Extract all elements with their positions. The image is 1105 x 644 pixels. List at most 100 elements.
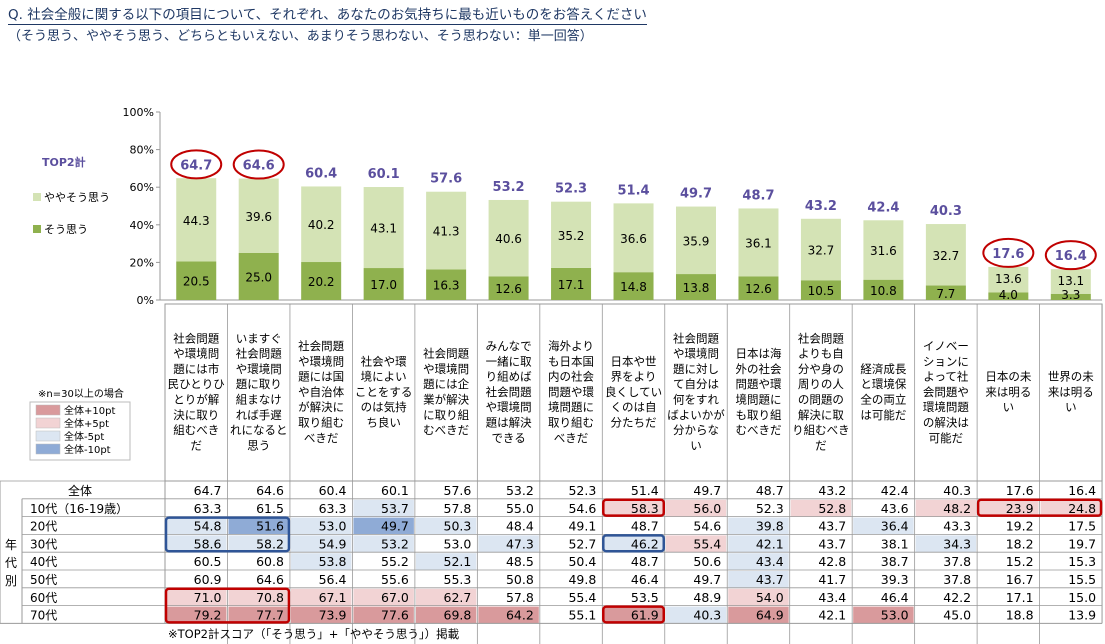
question-title: Q. 社会全般に関する以下の項目について、それぞれ、あなたのお気持ちに最も近いも… xyxy=(8,3,647,25)
category-label-line: 取り組む xyxy=(298,415,344,429)
category-label-line: 良くしてい xyxy=(605,385,662,399)
category-label-line: 周りの人 xyxy=(798,377,844,391)
cell-shade xyxy=(603,499,664,517)
y-tick-label: 60% xyxy=(130,181,154,194)
top2-label: 48.7 xyxy=(742,188,774,203)
category-label-line: や環境問 xyxy=(173,347,219,361)
table-cell: 71.0 xyxy=(194,590,222,605)
category-label-line: 日本は海 xyxy=(735,347,781,361)
cell-shade xyxy=(728,553,789,570)
data-label-agree: 17.0 xyxy=(370,278,397,292)
category-label-line: れば手遅 xyxy=(236,408,282,422)
cell-shade xyxy=(290,553,352,570)
cell-shade xyxy=(978,499,1039,517)
table-cell: 15.5 xyxy=(1068,572,1096,587)
top2-label: 51.4 xyxy=(617,183,649,198)
data-label-somewhat: 40.2 xyxy=(308,218,335,232)
category-label-line: 来は明る xyxy=(985,385,1031,399)
row-label: 40代 xyxy=(30,555,57,569)
top2-label: 53.2 xyxy=(493,180,525,195)
table-cell: 42.2 xyxy=(943,590,971,605)
bar-somewhat xyxy=(238,178,279,253)
table-cell: 64.6 xyxy=(256,483,284,498)
table-cell: 15.0 xyxy=(1068,590,1096,605)
table-cell: 53.7 xyxy=(381,501,409,516)
data-label-somewhat: 35.2 xyxy=(558,229,585,243)
category-label-line: 題には国 xyxy=(298,370,344,384)
highlight-box-red xyxy=(164,587,291,624)
category-label-line: 全の両立 xyxy=(860,393,906,407)
cell-shade xyxy=(853,517,914,535)
table-cell: 43.6 xyxy=(881,501,909,516)
category-label-line: イノベー xyxy=(923,339,969,353)
table-cell: 52.3 xyxy=(568,483,596,498)
category-label-line: 民ひとりひ xyxy=(168,377,225,391)
table-cell: 19.2 xyxy=(1006,519,1034,534)
category-label-line: 解決に取 xyxy=(798,408,844,422)
cell-shade xyxy=(915,499,977,517)
data-label-agree: 10.5 xyxy=(808,284,835,298)
score-table: 全体 64.7 64.6 60.4 60.1 57.6 53.2 52.3 51.4 49.7 48… xyxy=(0,304,1103,624)
category-label-line: 経済成長 xyxy=(860,362,906,376)
bar-somewhat xyxy=(925,224,966,286)
table-cell: 63.3 xyxy=(194,501,222,516)
category-label-line: 分たちだ xyxy=(611,415,657,429)
table-cell: 48.2 xyxy=(943,501,971,516)
bar-somewhat xyxy=(738,208,779,277)
table-cell: 48.4 xyxy=(506,519,534,534)
table-cell: 56.4 xyxy=(319,572,347,587)
cell-shade xyxy=(415,553,477,570)
table-cell: 39.3 xyxy=(881,572,909,587)
category-label-line: 来は明る xyxy=(1048,385,1094,399)
data-label-agree: 12.6 xyxy=(495,282,522,296)
bar-somewhat xyxy=(863,220,904,280)
question-subtitle: （そう思う、ややそう思う、どちらともいえない、あまりそう思わない、そう思わない：… xyxy=(8,29,593,44)
data-label-somewhat: 31.6 xyxy=(870,244,897,258)
cell-shade xyxy=(728,606,789,624)
category-label-line: が解決に xyxy=(298,400,344,414)
table-cell: 18.2 xyxy=(1006,536,1034,551)
table-cell: 52.8 xyxy=(818,501,846,516)
data-label-agree: 20.2 xyxy=(308,275,335,289)
legend-somewhat-label: ややそう思う xyxy=(44,191,110,204)
shade-swatch-p10 xyxy=(35,404,61,416)
top2-label: 60.1 xyxy=(368,167,400,182)
table-cell: 41.7 xyxy=(818,572,846,587)
cell-shade xyxy=(228,606,289,624)
table-cell: 56.0 xyxy=(693,501,721,516)
table-cell: 48.7 xyxy=(631,519,659,534)
table-cell: 17.5 xyxy=(1068,519,1096,534)
category-label-line: い xyxy=(1065,400,1077,414)
table-cell: 46.4 xyxy=(631,572,659,587)
y-tick-label: 0% xyxy=(137,294,154,307)
data-label-somewhat: 36.6 xyxy=(620,232,647,246)
category-label-line: 組むべき xyxy=(173,423,219,437)
table-cell: 60.8 xyxy=(256,554,284,569)
category-label-line: 日本の未 xyxy=(985,370,1031,384)
table-cell: 53.0 xyxy=(881,608,909,623)
table-cell: 55.4 xyxy=(568,590,596,605)
table-cell: 15.2 xyxy=(1006,554,1034,569)
table-cell: 46.2 xyxy=(631,536,659,551)
category-label-line: や環境問 xyxy=(673,347,719,361)
category-label-line: 境問題に xyxy=(548,400,594,414)
category-label-line: や環境問 xyxy=(423,362,469,376)
category-label-line: い xyxy=(690,438,702,452)
category-label-line: だ xyxy=(815,438,827,452)
category-label-line: みんなで xyxy=(486,339,532,353)
table-cell: 51.4 xyxy=(631,483,659,498)
table-cell: 57.8 xyxy=(506,590,534,605)
highlight-box-red xyxy=(602,605,666,624)
table-cell: 49.7 xyxy=(381,519,409,534)
category-label-line: 題には企 xyxy=(423,377,469,391)
category-label-line: 世界の未 xyxy=(1048,370,1094,384)
cell-shade xyxy=(353,606,414,624)
cell-shade xyxy=(353,499,414,517)
table-cell: 67.1 xyxy=(319,590,347,605)
bar-series: 20.5 44.3 64.7 25.0 39.6 64.6 20.2 40.2 60.4 17.0… xyxy=(170,149,1097,302)
category-label-line: 題には市 xyxy=(173,362,219,376)
bar-agree xyxy=(863,279,904,300)
category-label-line: 一緒に取 xyxy=(486,354,532,368)
data-label-agree: 3.3 xyxy=(1061,288,1080,302)
